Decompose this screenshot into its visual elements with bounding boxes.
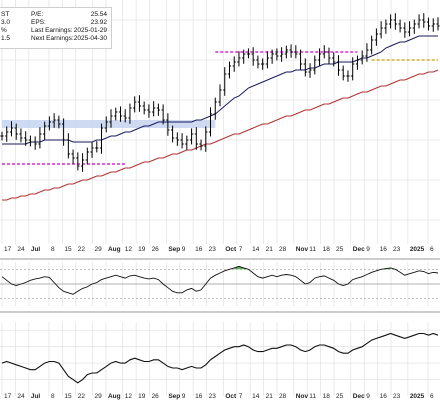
ma-short-line [2, 35, 438, 145]
x-label-bottom-19: 28 [279, 393, 287, 400]
x-label-6: 29 [95, 246, 103, 253]
pe-label: P/E: [31, 11, 44, 18]
x-label-11: Sep [168, 246, 180, 253]
x-label-bottom-6: 29 [95, 393, 103, 400]
x-label-20: Nov [296, 246, 309, 253]
x-label-bottom-21: 11 [309, 393, 316, 400]
x-label-bottom-23: 25 [336, 393, 344, 400]
x-label-bottom-22: 18 [323, 393, 331, 400]
x-label-bottom-5: 22 [78, 393, 86, 400]
x-label-26: 16 [380, 246, 388, 253]
x-label-bottom-28: 2025 [410, 393, 425, 400]
x-label-5: 22 [78, 246, 86, 253]
pe-value: 25.54 [90, 11, 107, 18]
x-label-16: 7 [239, 246, 243, 253]
x-label-13: 16 [195, 246, 203, 253]
x-label-bottom-2: Jul [31, 393, 41, 400]
x-label-25: 9 [366, 246, 370, 253]
x-label-21: 11 [309, 246, 316, 253]
x-label-bottom-24: Dec [353, 393, 365, 400]
x-label-18: 21 [266, 246, 274, 253]
x-label-bottom-4: 15 [64, 393, 72, 400]
x-label-bottom-17: 14 [252, 393, 260, 400]
x-label-8: 12 [125, 246, 133, 253]
next-earnings-label: Next Earnings: [31, 35, 74, 42]
info-values: 25.54 23.92 2025-01-29 2025-04-30 [74, 11, 107, 43]
x-label-bottom-12: 9 [182, 393, 186, 400]
oscillator-line [1, 265, 439, 295]
info-left-1: 3.0 [1, 19, 11, 26]
x-label-bottom-20: Nov [296, 393, 309, 400]
x-label-2: Jul [31, 246, 41, 253]
x-label-bottom-8: 12 [125, 393, 133, 400]
next-earnings-value: 2025-04-30 [73, 35, 107, 42]
x-label-bottom-26: 16 [380, 393, 388, 400]
info-left-fragments: ST 3.0 % 1.5 [1, 11, 10, 43]
x-label-14: 23 [209, 246, 217, 253]
x-label-bottom-18: 21 [266, 393, 274, 400]
x-label-9: 19 [138, 246, 146, 253]
x-label-bottom-29: 6 [430, 393, 434, 400]
info-box: ST 3.0 % 1.5 P/E: EPS: Last Earnings: Ne… [0, 7, 112, 49]
x-label-24: Dec [353, 246, 365, 253]
last-earnings-label: Last Earnings: [31, 27, 73, 34]
x-label-23: 25 [336, 246, 344, 253]
info-left-3: 1.5 [1, 35, 11, 42]
x-label-bottom-3: 8 [51, 393, 55, 400]
x-label-bottom-9: 19 [138, 393, 146, 400]
x-label-0: 17 [4, 246, 12, 253]
x-label-10: 26 [152, 246, 160, 253]
x-label-bottom-15: Oct [225, 393, 237, 400]
x-label-22: 18 [323, 246, 331, 253]
last-earnings-value: 2025-01-29 [73, 27, 107, 34]
relative-line [1, 332, 439, 384]
eps-label: EPS: [31, 19, 46, 26]
x-label-bottom-10: 26 [152, 393, 160, 400]
eps-value: 23.92 [90, 19, 107, 26]
info-left-2: % [1, 27, 7, 34]
x-label-4: 15 [64, 246, 72, 253]
x-label-7: Aug [108, 246, 121, 253]
x-label-1: 24 [17, 246, 25, 253]
x-label-bottom-27: 23 [393, 393, 401, 400]
x-label-bottom-25: 9 [366, 393, 370, 400]
x-label-27: 23 [393, 246, 401, 253]
x-label-bottom-0: 17 [4, 393, 12, 400]
x-label-15: Oct [225, 246, 237, 253]
band-0 [2, 120, 216, 128]
info-labels: P/E: EPS: Last Earnings: Next Earnings: [31, 11, 74, 43]
x-label-bottom-7: Aug [108, 393, 121, 400]
x-label-19: 28 [279, 246, 287, 253]
x-label-bottom-13: 16 [195, 393, 203, 400]
x-label-28: 2025 [410, 246, 425, 253]
x-label-bottom-11: Sep [168, 393, 180, 400]
x-label-3: 8 [51, 246, 55, 253]
info-left-0: ST [1, 11, 10, 18]
x-label-bottom-14: 23 [209, 393, 217, 400]
ma-long-line [2, 69, 439, 201]
x-label-bottom-16: 7 [239, 393, 243, 400]
x-label-12: 9 [182, 246, 186, 253]
x-label-bottom-1: 24 [17, 393, 25, 400]
x-label-29: 6 [430, 246, 434, 253]
x-label-17: 14 [252, 246, 260, 253]
